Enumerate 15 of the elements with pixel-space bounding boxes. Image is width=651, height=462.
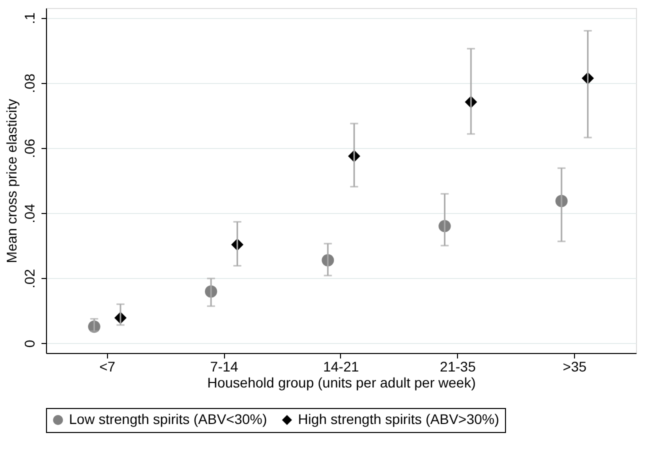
y-tick-label: 0 (22, 340, 38, 348)
y-axis-title: Mean cross price elasticity (4, 98, 20, 264)
x-tick-label: 21-35 (440, 358, 476, 374)
y-tick-label: .02 (22, 268, 38, 288)
x-tick-label: <7 (99, 358, 116, 374)
x-axis-title: Household group (units per adult per week) (207, 374, 476, 390)
y-tick-label: .06 (22, 138, 38, 158)
y-tick-label: .08 (22, 73, 38, 94)
legend-label: High strength spirits (ABV>30%) (298, 411, 500, 427)
legend-label: Low strength spirits (ABV<30%) (69, 411, 268, 427)
y-tick-label: .04 (22, 204, 38, 224)
y-tick-label: .1 (22, 12, 38, 24)
x-tick-label: 7-14 (210, 358, 238, 374)
x-tick-label: >35 (562, 358, 587, 374)
x-tick-label: 14-21 (323, 358, 360, 374)
